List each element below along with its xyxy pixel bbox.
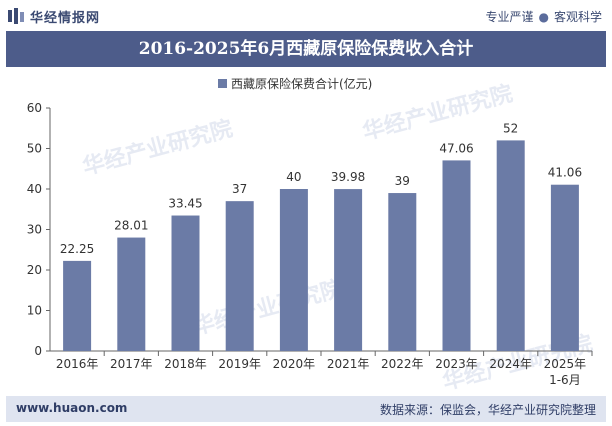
x-tick-label: 1-6月 [549,373,581,387]
slogan-1: 专业严谨 [485,10,534,24]
legend-label: 西藏原保险保费合计(亿元) [231,76,372,91]
slogan: 专业严谨 ● 客观科学 [485,8,602,25]
data-label: 47.06 [439,141,473,155]
bar [279,189,308,351]
bar [171,215,200,351]
bar [63,260,92,351]
data-source: 数据来源：保监会，华经产业研究院整理 [379,403,596,417]
data-label: 40 [286,170,301,184]
data-label: 33.45 [168,197,202,211]
bar [225,201,254,351]
y-tick-label: 10 [27,304,42,318]
legend-swatch [218,79,227,88]
chart-title: 2016-2025年6月西藏原保险保费收入合计 [138,39,474,59]
y-tick-label: 60 [27,101,42,115]
x-tick-label: 2021年 [327,357,370,371]
x-tick-label: 2018年 [164,357,207,371]
x-tick-label: 2025年 [544,357,587,371]
bar [388,193,417,351]
bar [334,189,363,351]
brand-name: 华经情报网 [30,11,101,26]
data-label: 28.01 [114,219,148,233]
slogan-2: 客观科学 [553,10,602,24]
bar-chart: 西藏原保险保费合计(亿元) 0 10 20 30 40 50 60 22.25 2016年 28.0… [27,76,593,387]
bar [550,184,579,351]
data-label: 39 [395,174,410,188]
bar [496,140,525,351]
data-label: 39.98 [331,170,365,184]
x-tick-label: 2024年 [489,357,532,371]
data-label: 52 [503,121,518,135]
y-tick-label: 0 [34,344,42,358]
x-tick-label: 2020年 [273,357,316,371]
x-tick-label: 2022年 [381,357,424,371]
top-bar: 华经情报网 专业严谨 ● 客观科学 [0,0,612,30]
bar [117,237,146,351]
title-bar: 2016-2025年6月西藏原保险保费收入合计 [6,31,606,67]
x-tick-label: 2019年 [218,357,261,371]
x-tick-label: 2017年 [110,357,153,371]
x-tick-label: 2023年 [435,357,478,371]
y-tick-label: 50 [27,142,42,156]
data-label: 41.06 [548,166,582,180]
footer-bar: www.huaon.com 数据来源：保监会，华经产业研究院整理 [6,396,606,422]
y-tick-label: 30 [27,223,42,237]
website-link[interactable]: www.huaon.com [16,401,128,415]
data-label: 22.25 [60,242,94,256]
bar [442,160,471,351]
logo-icon [8,8,24,24]
y-tick-label: 40 [27,182,42,196]
bullet-icon: ● [538,10,549,24]
data-label: 37 [232,182,247,196]
y-tick-label: 20 [27,263,42,277]
x-tick-label: 2016年 [56,357,99,371]
